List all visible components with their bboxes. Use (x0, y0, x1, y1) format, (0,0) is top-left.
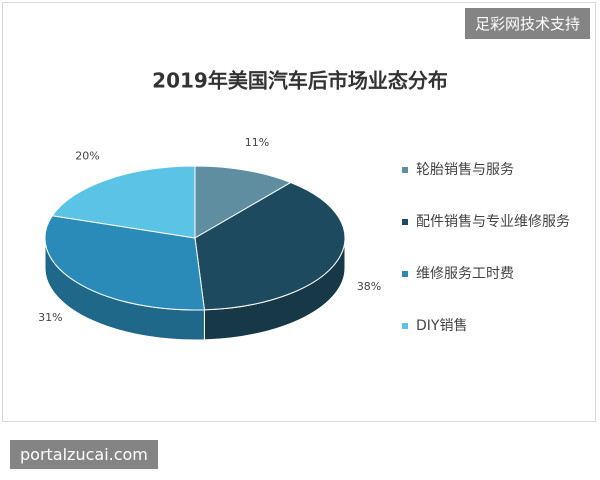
watermark: 足彩网技术支持 (464, 8, 590, 39)
pie-slice (194, 181, 346, 311)
legend-label: DIY销售 (416, 318, 468, 334)
pie-slice (51, 165, 196, 239)
legend-label: 配件销售与专业维修服务 (416, 214, 570, 230)
legend-item: 配件销售与专业维修服务 (402, 210, 580, 234)
chart-frame (2, 2, 596, 422)
legend-swatch (402, 271, 408, 277)
chart-title: 2019年美国汽车后市场业态分布 (152, 69, 448, 93)
legend: 轮胎销售与服务配件销售与专业维修服务 维修服务工时费 DIY销售 (402, 158, 580, 366)
data-label: 31% (38, 311, 62, 324)
legend-label: 维修服务工时费 (416, 266, 514, 282)
watermark: portalzucai.com (10, 440, 158, 469)
legend-item: 维修服务工时费 (402, 262, 580, 286)
legend-item: 轮胎销售与服务 (402, 158, 580, 182)
legend-swatch (402, 219, 408, 225)
pie-slice (44, 215, 205, 311)
data-label: 38% (357, 280, 381, 293)
pie-slice (194, 165, 292, 239)
data-label: 11% (245, 136, 269, 149)
legend-swatch (402, 167, 408, 173)
legend-swatch (402, 323, 408, 329)
data-label: 20% (75, 149, 99, 162)
legend-item: DIY销售 (402, 314, 580, 338)
legend-label: 轮胎销售与服务 (416, 162, 514, 178)
